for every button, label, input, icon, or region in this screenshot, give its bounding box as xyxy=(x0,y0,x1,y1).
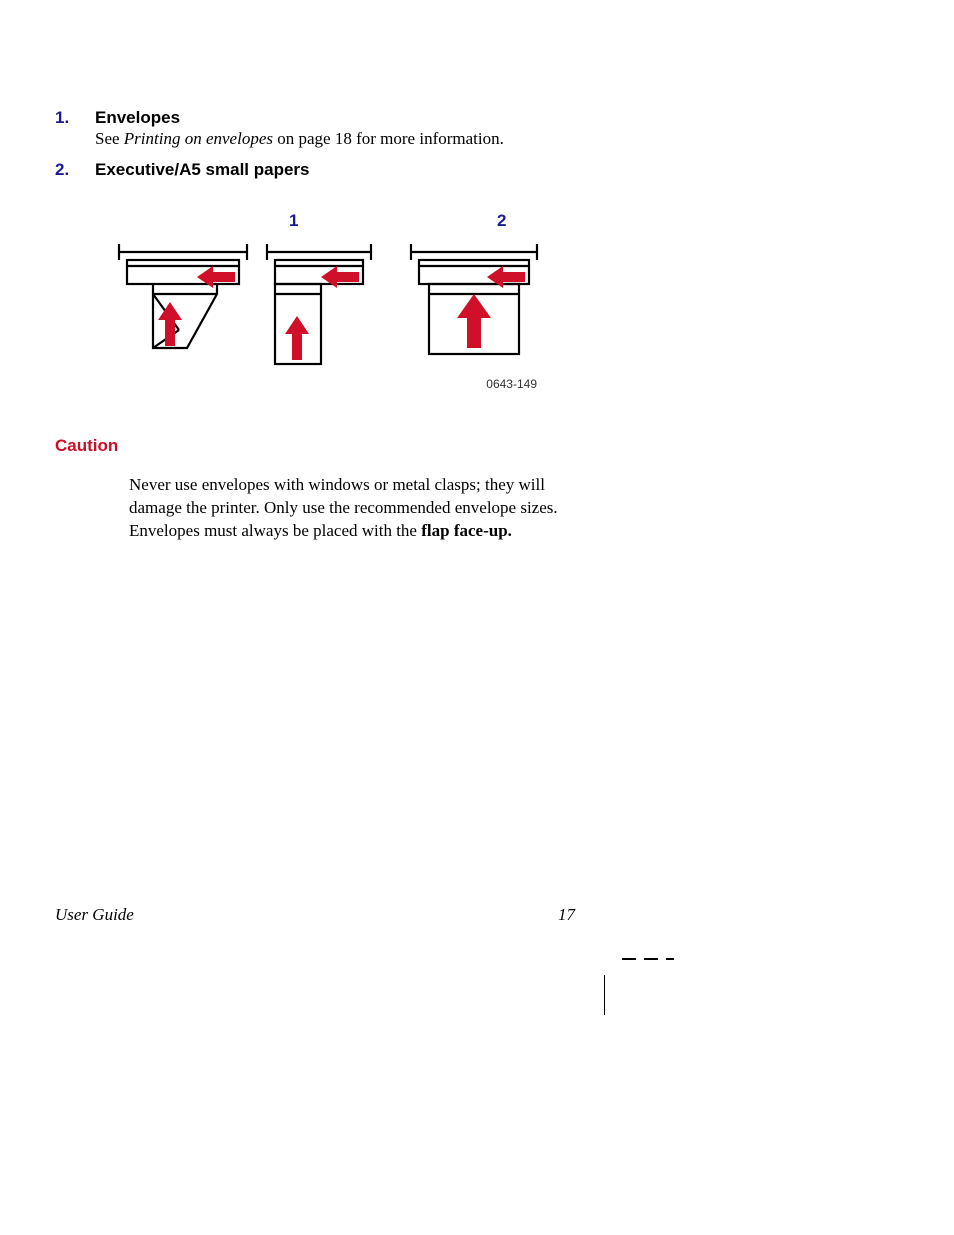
text-suffix: for more information. xyxy=(352,129,504,148)
page-footer: User Guide 17 xyxy=(55,905,575,925)
list-body-1: Envelopes See Printing on envelopes on p… xyxy=(95,108,595,150)
text-mid: on page xyxy=(273,129,335,148)
item-title-exec-a5: Executive/A5 small papers xyxy=(95,160,595,180)
paper-loading-figure: 1 2 xyxy=(109,210,954,400)
item-text-envelopes: See Printing on envelopes on page 18 for… xyxy=(95,128,595,150)
caution-body: Never use envelopes with windows or meta… xyxy=(129,474,569,543)
tray-1b xyxy=(267,244,371,364)
list-number-2: 2. xyxy=(55,160,95,180)
item-title-envelopes: Envelopes xyxy=(95,108,595,128)
tray-2-up-arrow-icon xyxy=(457,294,491,348)
footer-title: User Guide xyxy=(55,905,134,925)
figure-label-2: 2 xyxy=(497,211,506,230)
list-item-2: 2. Executive/A5 small papers xyxy=(55,160,954,180)
text-prefix: See xyxy=(95,129,124,148)
figure-code: 0643-149 xyxy=(486,377,537,391)
figure-label-1: 1 xyxy=(289,211,298,230)
tray-1b-up-arrow-icon xyxy=(285,316,309,360)
cross-ref[interactable]: Printing on envelopes xyxy=(124,129,273,148)
list-body-2: Executive/A5 small papers xyxy=(95,160,595,180)
page: 1. Envelopes See Printing on envelopes o… xyxy=(0,0,954,1235)
caution-bold: flap face-up. xyxy=(421,521,512,540)
list-item-1: 1. Envelopes See Printing on envelopes o… xyxy=(55,108,954,150)
caution-heading: Caution xyxy=(55,436,954,456)
page-ref[interactable]: 18 xyxy=(335,129,352,148)
crop-marks-icon xyxy=(604,955,674,1015)
list-number-1: 1. xyxy=(55,108,95,150)
figure-svg: 1 2 xyxy=(109,210,549,395)
tray-1-up-arrow-icon xyxy=(158,302,182,346)
footer-page-number: 17 xyxy=(558,905,575,925)
tray-1 xyxy=(119,244,247,348)
